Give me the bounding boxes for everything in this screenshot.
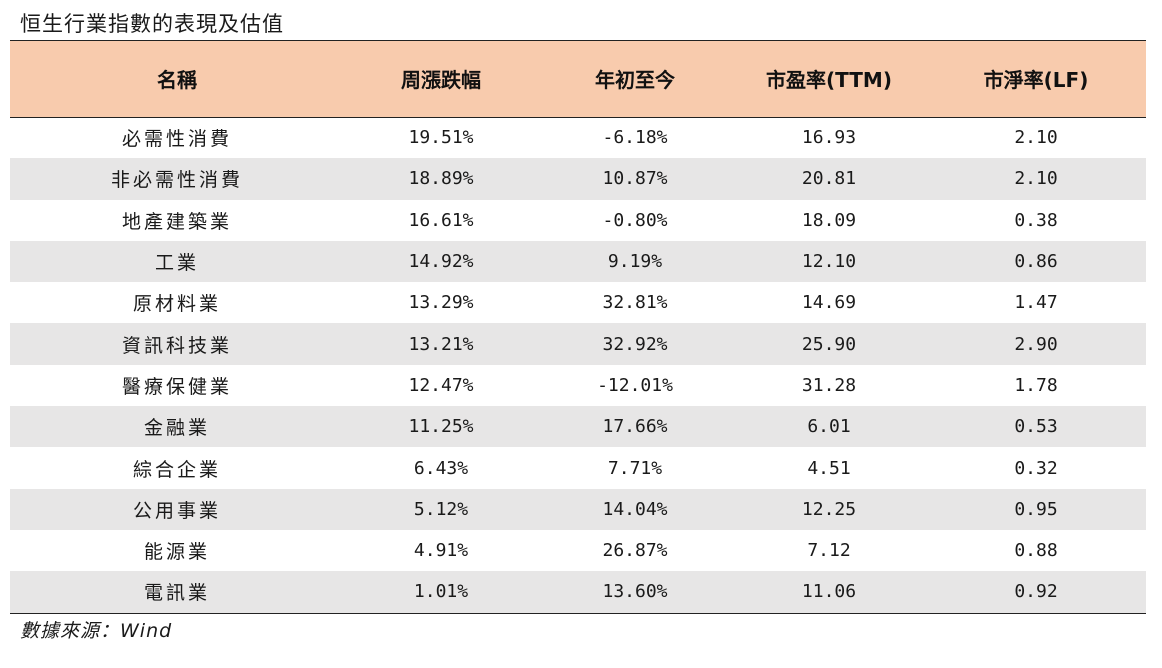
cell-ytd: 26.87% <box>602 540 668 562</box>
cell-pb-lf: 0.95 <box>1014 498 1058 520</box>
cell-pe-ttm: 4.51 <box>807 457 851 479</box>
header-weekly-change: 周漲跌幅 <box>401 68 481 93</box>
cell-pb-lf: 0.92 <box>1014 581 1058 603</box>
cell-ytd: 13.60% <box>602 581 668 603</box>
cell-weekly-change: 6.43% <box>413 457 469 479</box>
cell-ytd: -12.01% <box>597 374 673 396</box>
cell-weekly-change: 1.01% <box>413 581 469 603</box>
cell-pe-ttm: 25.90 <box>801 333 857 355</box>
table-row: 綜合企業 6.43% 7.71% 4.51 0.32 <box>10 447 1146 489</box>
cell-name: 原材料業 <box>132 293 221 316</box>
table-row: 工業 14.92% 9.19% 12.10 0.86 <box>10 240 1146 283</box>
cell-ytd: -6.18% <box>602 127 668 149</box>
table-row: 醫療保健業 12.47% -12.01% 31.28 1.78 <box>10 364 1146 407</box>
cell-pb-lf: 2.10 <box>1014 127 1058 149</box>
cell-pb-lf: 1.47 <box>1014 292 1058 314</box>
cell-pe-ttm: 31.28 <box>801 374 857 396</box>
cell-pe-ttm: 7.12 <box>807 540 851 562</box>
table-row: 資訊科技業 13.21% 32.92% 25.90 2.90 <box>10 323 1146 365</box>
cell-pe-ttm: 14.69 <box>801 292 857 314</box>
header-ytd: 年初至今 <box>595 68 675 93</box>
cell-pb-lf: 0.38 <box>1014 209 1058 231</box>
cell-name: 電訊業 <box>143 582 210 605</box>
cell-name: 醫療保健業 <box>121 375 232 398</box>
cell-ytd: 32.81% <box>602 292 668 314</box>
header-pb-lf: 市淨率(LF) <box>983 68 1089 93</box>
cell-name: 地產建築業 <box>121 210 232 233</box>
industry-index-table: 名稱 周漲跌幅 年初至今 市盈率(TTM) 市淨率(LF) 必需性消費 19.51… <box>10 41 1146 613</box>
header-pe-ttm: 市盈率(TTM) <box>766 68 892 93</box>
cell-ytd: 32.92% <box>602 333 668 355</box>
cell-name: 公用事業 <box>132 499 221 522</box>
table-row: 能源業 4.91% 26.87% 7.12 0.88 <box>10 529 1146 572</box>
cell-pb-lf: 2.10 <box>1014 168 1058 190</box>
cell-pe-ttm: 11.06 <box>801 581 857 603</box>
cell-name: 金融業 <box>143 417 210 440</box>
cell-pb-lf: 1.78 <box>1014 374 1058 396</box>
cell-name: 資訊科技業 <box>121 334 232 357</box>
cell-name: 能源業 <box>143 541 210 564</box>
cell-weekly-change: 14.92% <box>408 251 474 273</box>
cell-ytd: 14.04% <box>602 498 668 520</box>
cell-ytd: 10.87% <box>602 168 668 190</box>
table-row: 公用事業 5.12% 14.04% 12.25 0.95 <box>10 488 1146 530</box>
cell-ytd: 7.71% <box>607 457 663 479</box>
table-row: 金融業 11.25% 17.66% 6.01 0.53 <box>10 406 1146 448</box>
cell-weekly-change: 5.12% <box>413 498 469 520</box>
cell-pe-ttm: 18.09 <box>801 209 857 231</box>
cell-weekly-change: 18.89% <box>408 168 474 190</box>
data-source-note: 數據來源：Wind <box>20 620 173 642</box>
header-name: 名稱 <box>157 68 197 93</box>
cell-weekly-change: 13.29% <box>408 292 474 314</box>
table-header-row: 名稱 周漲跌幅 年初至今 市盈率(TTM) 市淨率(LF) <box>10 41 1146 117</box>
cell-pb-lf: 0.32 <box>1014 457 1058 479</box>
cell-ytd: 9.19% <box>607 251 663 273</box>
cell-weekly-change: 19.51% <box>408 127 474 149</box>
cell-weekly-change: 11.25% <box>408 416 474 438</box>
cell-weekly-change: 16.61% <box>408 209 474 231</box>
cell-weekly-change: 13.21% <box>408 333 474 355</box>
data-table-container: 名稱 周漲跌幅 年初至今 市盈率(TTM) 市淨率(LF) 必需性消費 19.51… <box>10 40 1146 614</box>
cell-pe-ttm: 12.10 <box>801 251 857 273</box>
cell-pe-ttm: 16.93 <box>801 127 857 149</box>
cell-pb-lf: 0.88 <box>1014 540 1058 562</box>
cell-ytd: 17.66% <box>602 416 668 438</box>
table-row: 必需性消費 19.51% -6.18% 16.93 2.10 <box>10 117 1146 159</box>
cell-ytd: -0.80% <box>602 209 668 231</box>
cell-weekly-change: 12.47% <box>408 374 474 396</box>
table-row: 非必需性消費 18.89% 10.87% 20.81 2.10 <box>10 158 1146 200</box>
table-row: 電訊業 1.01% 13.60% 11.06 0.92 <box>10 571 1146 613</box>
cell-pb-lf: 0.53 <box>1014 416 1058 438</box>
cell-name: 工業 <box>154 252 199 275</box>
cell-name: 非必需性消費 <box>110 169 243 192</box>
cell-pb-lf: 2.90 <box>1014 333 1058 355</box>
table-row: 地產建築業 16.61% -0.80% 18.09 0.38 <box>10 199 1146 241</box>
cell-weekly-change: 4.91% <box>413 540 469 562</box>
cell-name: 綜合企業 <box>132 458 221 481</box>
cell-pb-lf: 0.86 <box>1014 251 1058 273</box>
cell-pe-ttm: 12.25 <box>801 498 857 520</box>
table-row: 原材料業 13.29% 32.81% 14.69 1.47 <box>10 282 1146 324</box>
cell-pe-ttm: 6.01 <box>807 416 851 438</box>
cell-name: 必需性消費 <box>121 128 232 151</box>
table-title: 恒生行業指數的表現及估值 <box>20 12 284 36</box>
cell-pe-ttm: 20.81 <box>801 168 857 190</box>
